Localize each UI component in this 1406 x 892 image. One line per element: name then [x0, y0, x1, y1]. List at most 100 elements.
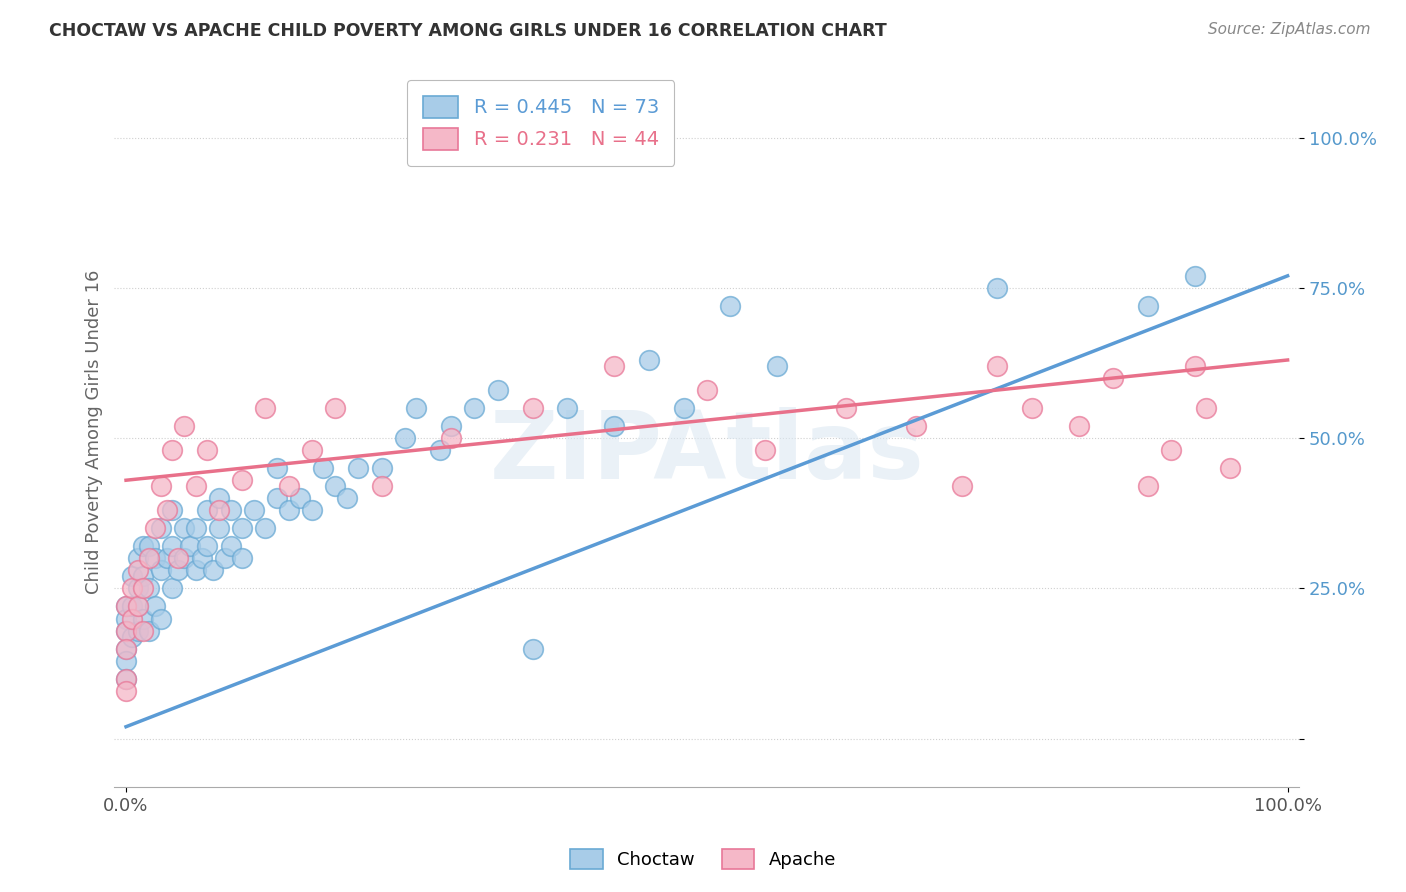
- Point: [1160, 443, 1182, 458]
- Point: [127, 599, 149, 614]
- Point: [323, 479, 346, 493]
- Point: [603, 419, 626, 434]
- Point: [1184, 268, 1206, 283]
- Point: [603, 359, 626, 373]
- Point: [1102, 371, 1125, 385]
- Point: [718, 299, 741, 313]
- Point: [1184, 359, 1206, 373]
- Point: [173, 521, 195, 535]
- Point: [486, 383, 509, 397]
- Point: [132, 624, 155, 638]
- Point: [162, 443, 184, 458]
- Point: [1021, 401, 1043, 416]
- Point: [463, 401, 485, 416]
- Point: [522, 401, 544, 416]
- Point: [127, 599, 149, 614]
- Point: [179, 540, 201, 554]
- Point: [219, 540, 242, 554]
- Point: [138, 582, 160, 596]
- Point: [440, 419, 463, 434]
- Point: [347, 461, 370, 475]
- Point: [162, 540, 184, 554]
- Point: [167, 551, 190, 566]
- Point: [132, 611, 155, 625]
- Point: [195, 503, 218, 517]
- Point: [115, 672, 138, 686]
- Point: [429, 443, 451, 458]
- Text: ZIPAtlas: ZIPAtlas: [489, 408, 924, 500]
- Point: [115, 599, 138, 614]
- Point: [195, 540, 218, 554]
- Point: [149, 563, 172, 577]
- Point: [115, 624, 138, 638]
- Point: [208, 503, 231, 517]
- Point: [121, 599, 143, 614]
- Point: [127, 582, 149, 596]
- Point: [121, 611, 143, 625]
- Point: [1218, 461, 1240, 475]
- Point: [231, 473, 253, 487]
- Point: [370, 479, 392, 493]
- Point: [370, 461, 392, 475]
- Point: [162, 503, 184, 517]
- Point: [115, 641, 138, 656]
- Text: Source: ZipAtlas.com: Source: ZipAtlas.com: [1208, 22, 1371, 37]
- Point: [149, 611, 172, 625]
- Point: [162, 582, 184, 596]
- Point: [115, 599, 138, 614]
- Point: [986, 359, 1008, 373]
- Point: [904, 419, 927, 434]
- Point: [127, 551, 149, 566]
- Point: [121, 630, 143, 644]
- Point: [336, 491, 359, 506]
- Point: [637, 353, 659, 368]
- Point: [696, 383, 718, 397]
- Point: [950, 479, 973, 493]
- Point: [115, 654, 138, 668]
- Point: [143, 521, 166, 535]
- Point: [195, 443, 218, 458]
- Legend: Choctaw, Apache: Choctaw, Apache: [561, 839, 845, 879]
- Point: [765, 359, 787, 373]
- Point: [156, 503, 179, 517]
- Point: [290, 491, 312, 506]
- Point: [440, 431, 463, 445]
- Legend: R = 0.445   N = 73, R = 0.231   N = 44: R = 0.445 N = 73, R = 0.231 N = 44: [408, 80, 675, 166]
- Point: [184, 479, 207, 493]
- Y-axis label: Child Poverty Among Girls Under 16: Child Poverty Among Girls Under 16: [86, 270, 103, 594]
- Point: [1195, 401, 1218, 416]
- Point: [1137, 299, 1160, 313]
- Point: [202, 563, 225, 577]
- Point: [394, 431, 416, 445]
- Point: [173, 419, 195, 434]
- Point: [754, 443, 776, 458]
- Text: CHOCTAW VS APACHE CHILD POVERTY AMONG GIRLS UNDER 16 CORRELATION CHART: CHOCTAW VS APACHE CHILD POVERTY AMONG GI…: [49, 22, 887, 40]
- Point: [214, 551, 236, 566]
- Point: [243, 503, 266, 517]
- Point: [138, 551, 160, 566]
- Point: [277, 479, 299, 493]
- Point: [323, 401, 346, 416]
- Point: [277, 503, 299, 517]
- Point: [184, 563, 207, 577]
- Point: [1067, 419, 1090, 434]
- Point: [231, 521, 253, 535]
- Point: [138, 624, 160, 638]
- Point: [254, 401, 277, 416]
- Point: [167, 563, 190, 577]
- Point: [138, 540, 160, 554]
- Point: [672, 401, 695, 416]
- Point: [149, 521, 172, 535]
- Point: [190, 551, 212, 566]
- Point: [184, 521, 207, 535]
- Point: [266, 491, 288, 506]
- Point: [557, 401, 579, 416]
- Point: [219, 503, 242, 517]
- Point: [522, 641, 544, 656]
- Point: [121, 582, 143, 596]
- Point: [127, 563, 149, 577]
- Point: [115, 672, 138, 686]
- Point: [1137, 479, 1160, 493]
- Point: [301, 503, 323, 517]
- Point: [132, 540, 155, 554]
